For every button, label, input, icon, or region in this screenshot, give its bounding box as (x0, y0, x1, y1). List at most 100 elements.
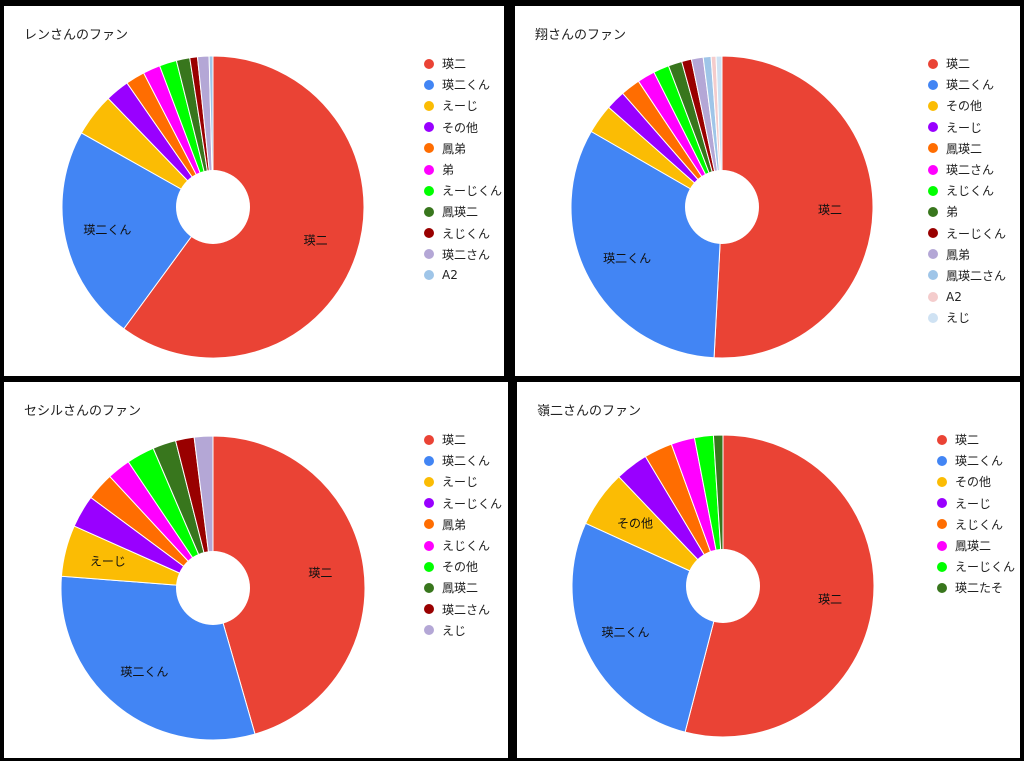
legend-item: 瑛二 (424, 429, 502, 450)
chart-legend: 瑛二 瑛二くん えーじ その他 鳳弟弟えーじくん 鳳瑛二 えじくん 瑛二さん A2 (424, 53, 502, 286)
chart-title: 嶺二さんのファン (537, 404, 642, 419)
legend-label: 鳳瑛二 (955, 539, 992, 554)
legend-swatch (424, 498, 434, 509)
slice-label: 瑛二くん (603, 252, 651, 266)
legend-swatch (928, 228, 938, 239)
legend-label: 瑛二さん (442, 247, 491, 262)
legend-label: 瑛二 (946, 57, 971, 72)
pie-slice (715, 55, 723, 208)
legend-label: えーじ (955, 496, 992, 511)
legend-item: 鳳弟 (424, 138, 502, 159)
legend-swatch (424, 540, 434, 551)
slice-label: その他 (617, 516, 653, 530)
legend-item: 瑛二くん (424, 450, 502, 471)
legend-label: 弟 (442, 163, 455, 178)
legend-label: その他 (946, 99, 983, 114)
pie-slice (208, 55, 214, 208)
legend-label: その他 (442, 120, 479, 135)
legend-swatch (928, 291, 938, 302)
pie-slice (713, 55, 874, 359)
legend-swatch (424, 434, 434, 445)
legend-swatch (928, 143, 938, 154)
legend-item: 鳳瑛二さん (928, 265, 1006, 286)
chart-panel-sho: 翔さんのファン 瑛二 瑛二くん 瑛二 瑛二くん その他 えーじ 鳳瑛二 瑛二さん えじくん弟え… (515, 6, 1020, 376)
chart-panel-ren: レンさんのファン 瑛二 瑛二くん 瑛二 瑛二くん えーじ その他 鳳弟弟えーじくん 鳳瑛二え… (4, 6, 504, 376)
legend-item: 鳳瑛二 (424, 201, 502, 222)
legend-swatch (928, 79, 938, 90)
legend-swatch (424, 100, 434, 111)
donut-hole (686, 549, 760, 623)
legend-item: 瑛二たそ (937, 577, 1015, 598)
legend-item: えじくん (928, 180, 1006, 201)
legend-item: 弟 (928, 201, 1006, 222)
legend-swatch (424, 122, 434, 133)
chart-panel-cecil: セシルさんのファン 瑛二 瑛二くん えーじ 瑛二 瑛二くん えーじ えーじくん 鳳弟 えじくん… (4, 382, 508, 758)
legend-label: 鳳弟 (442, 141, 467, 156)
chart-title: 翔さんのファン (535, 28, 627, 43)
legend-swatch (424, 270, 434, 281)
legend-swatch (937, 498, 947, 509)
legend-label: えーじ (946, 120, 983, 135)
legend-label: その他 (442, 560, 479, 575)
legend-item: その他 (424, 117, 502, 138)
legend-swatch (424, 79, 434, 90)
legend-item: えーじ (424, 95, 502, 116)
slice-label: 瑛二くん (120, 665, 168, 679)
legend-swatch (424, 604, 434, 615)
chart-legend: 瑛二 瑛二くん えーじ えーじくん 鳳弟 えじくん その他 鳳瑛二 瑛二さん えじ (424, 429, 502, 641)
donut-hole (685, 170, 759, 244)
legend-item: えじくん (424, 223, 502, 244)
legend-label: えじくん (442, 539, 491, 554)
legend-item: 瑛二 (928, 53, 1006, 74)
legend-swatch (928, 164, 938, 175)
legend-item: 瑛二くん (928, 74, 1006, 95)
pie-slice (193, 435, 214, 589)
legend-label: 鳳弟 (946, 247, 971, 262)
legend-label: えじくん (955, 517, 1004, 532)
legend-label: えーじくん (442, 184, 503, 199)
legend-item: 瑛二 (937, 429, 1015, 450)
legend-item: えじ (424, 620, 502, 641)
pie-slice (570, 130, 723, 359)
legend-item: 鳳弟 (928, 244, 1006, 265)
legend-item: 鳳瑛二 (928, 138, 1006, 159)
legend-swatch (928, 100, 938, 111)
chart-legend: 瑛二 瑛二くん その他 えーじ えじくん 鳳瑛二 えーじくん 瑛二たそ (937, 429, 1015, 599)
chart-panel-reiji: 嶺二さんのファン 瑛二 瑛二くん その他 瑛二 瑛二くん その他 えーじ えじくん 鳳瑛二 えー… (517, 382, 1020, 758)
slice-label: 瑛二 (818, 593, 842, 607)
legend-swatch (424, 561, 434, 572)
legend-swatch (424, 206, 434, 217)
chart-title: レンさんのファン (24, 28, 129, 43)
legend-swatch (424, 582, 434, 593)
legend-label: えーじ (442, 475, 479, 490)
legend-item: 弟 (424, 159, 502, 180)
legend-swatch (937, 455, 947, 466)
legend-swatch (928, 122, 938, 133)
legend-swatch (424, 476, 434, 487)
legend-label: 瑛二たそ (955, 581, 1004, 596)
legend-item: その他 (937, 471, 1015, 492)
legend-swatch (424, 58, 434, 69)
legend-label: えじくん (946, 184, 995, 199)
legend-item: その他 (928, 95, 1006, 116)
legend-label: 鳳弟 (442, 517, 467, 532)
legend-swatch (937, 540, 947, 551)
legend-label: 瑛二さん (946, 163, 995, 178)
legend-swatch (424, 228, 434, 239)
legend-swatch (928, 206, 938, 217)
legend-swatch (424, 143, 434, 154)
legend-label: 瑛二くん (442, 454, 491, 469)
legend-swatch (424, 164, 434, 175)
legend-swatch (928, 58, 938, 69)
legend-item: 瑛二くん (424, 74, 502, 95)
legend-item: えーじ (424, 471, 502, 492)
legend-item: えじ (928, 307, 1006, 328)
legend-label: A2 (946, 289, 962, 304)
legend-swatch (937, 434, 947, 445)
pie-slice (212, 435, 366, 735)
legend-label: 瑛二 (955, 433, 980, 448)
legend-swatch (424, 519, 434, 530)
legend-label: 瑛二さん (442, 602, 491, 617)
